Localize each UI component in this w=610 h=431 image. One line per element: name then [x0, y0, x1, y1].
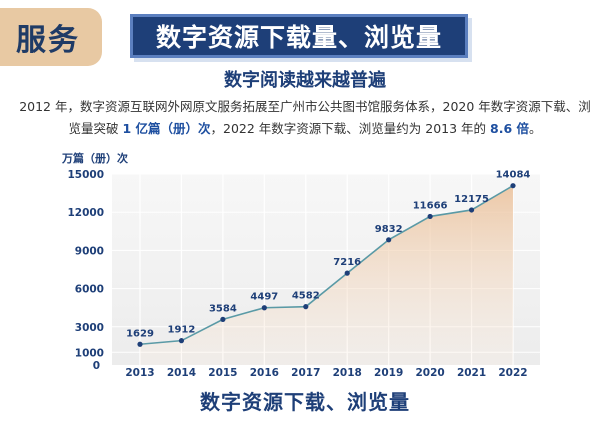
x-tick-label: 2019: [374, 367, 403, 379]
data-label: 12175: [454, 194, 489, 205]
series-line: [139, 184, 514, 346]
series-area-fill: [140, 185, 513, 365]
section-tag: 服务: [0, 8, 102, 66]
x-tick-label: 2014: [167, 367, 196, 379]
data-point: [303, 304, 309, 310]
x-tick-label: 2013: [125, 367, 154, 379]
x-tick-label: 2017: [291, 367, 320, 379]
y-tick-label: 3000: [75, 322, 104, 334]
description-part-1: 2012 年，数字资源互联网外网原文服务拓展至广州市公共图书馆服务体系，2020…: [19, 99, 591, 136]
y-tick-label: 9000: [75, 245, 104, 257]
data-point: [178, 338, 185, 344]
description-paragraph: 2012 年，数字资源互联网外网原文服务拓展至广州市公共图书馆服务体系，2020…: [18, 96, 592, 140]
data-label: 9832: [375, 224, 403, 235]
page-title: 数字资源下载量、浏览量: [155, 23, 442, 52]
section-tag-label: 服务: [16, 23, 80, 58]
data-point: [468, 207, 475, 213]
data-label: 4497: [250, 292, 278, 303]
data-point: [137, 341, 143, 347]
y-tick-label: 15000: [67, 169, 104, 181]
chart-area: 1629 1912 3584 4497 4582 7216 9832 11666 12175 14…: [67, 169, 540, 379]
data-label: 4582: [292, 291, 320, 302]
data-label: 3584: [209, 303, 237, 314]
data-point: [386, 237, 392, 243]
description-highlight-1: 1 亿篇（册）次: [122, 121, 211, 136]
x-tick-label: 2016: [250, 367, 279, 379]
data-point: [510, 183, 516, 189]
y-tick-label: 0: [93, 360, 100, 372]
data-label: 1912: [168, 325, 196, 336]
data-point: [261, 305, 267, 311]
y-tick-label: 1000: [75, 347, 104, 359]
description-part-2: ，2022 年数字资源下载、浏览量约为 2013 年的: [210, 121, 491, 136]
data-label: 11666: [413, 200, 448, 211]
page-title-box: 数字资源下载量、浏览量: [130, 14, 468, 58]
data-point: [344, 270, 350, 276]
x-tick-label: 2022: [498, 367, 527, 379]
data-point: [427, 213, 433, 220]
data-label: 14084: [496, 170, 531, 181]
data-label: 7216: [333, 257, 361, 268]
description-part-3: 。: [529, 121, 542, 136]
description-highlight-2: 8.6 倍: [490, 121, 530, 136]
x-tick-label: 2018: [333, 367, 362, 379]
page-subtitle: 数字阅读越来越普遍: [224, 70, 386, 91]
data-point: [220, 316, 226, 322]
x-tick-label: 2015: [208, 367, 237, 379]
y-tick-label: 6000: [75, 284, 104, 296]
y-tick-label: 12000: [67, 207, 104, 219]
x-tick-label: 2020: [415, 367, 444, 379]
chart-title: 数字资源下载、浏览量: [200, 390, 410, 414]
x-tick-label: 2021: [457, 367, 486, 379]
chart-unit-label: 万篇（册）次: [62, 152, 128, 165]
data-label: 1629: [126, 328, 154, 339]
